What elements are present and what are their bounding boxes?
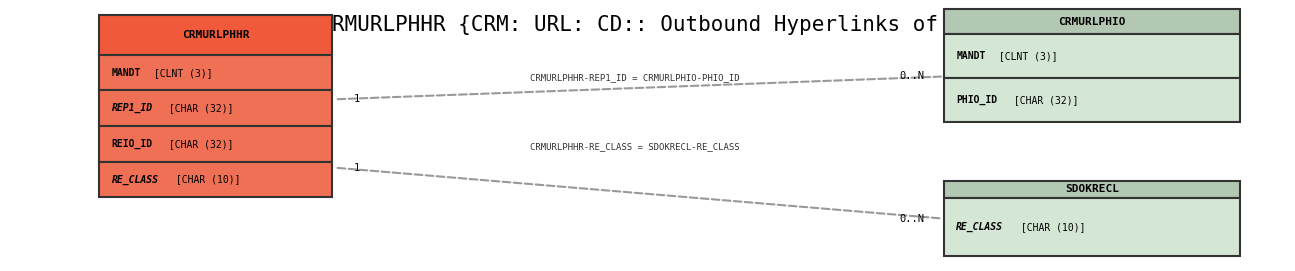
Text: [CHAR (10)]: [CHAR (10)] [170, 175, 241, 184]
Text: REIO_ID: REIO_ID [111, 139, 153, 149]
Text: [CHAR (32)]: [CHAR (32)] [163, 103, 233, 113]
Text: SDOKRECL: SDOKRECL [1064, 184, 1119, 194]
Text: RE_CLASS: RE_CLASS [111, 174, 159, 185]
Text: [CHAR (32)]: [CHAR (32)] [163, 139, 233, 149]
Text: 1: 1 [354, 94, 360, 104]
Text: SAP ABAP table CRMURLPHHR {CRM: URL: CD:: Outbound Hyperlinks of Physical Object: SAP ABAP table CRMURLPHHR {CRM: URL: CD:… [130, 15, 1166, 35]
Text: CRMURLPHHR-REP1_ID = CRMURLPHIO-PHIO_ID: CRMURLPHHR-REP1_ID = CRMURLPHIO-PHIO_ID [530, 73, 739, 82]
Text: [CHAR (32)]: [CHAR (32)] [1008, 95, 1077, 105]
Text: CRMURLPHHR-RE_CLASS = SDOKRECL-RE_CLASS: CRMURLPHHR-RE_CLASS = SDOKRECL-RE_CLASS [530, 143, 739, 151]
Text: RE_CLASS: RE_CLASS [956, 222, 1004, 232]
FancyBboxPatch shape [944, 78, 1241, 122]
FancyBboxPatch shape [100, 55, 333, 91]
Text: MANDT: MANDT [111, 68, 141, 78]
Text: 1: 1 [354, 163, 360, 173]
Text: [CLNT (3)]: [CLNT (3)] [993, 51, 1058, 61]
FancyBboxPatch shape [944, 9, 1241, 34]
FancyBboxPatch shape [100, 91, 333, 126]
Text: PHIO_ID: PHIO_ID [956, 95, 997, 105]
Text: 0..N: 0..N [900, 72, 925, 82]
FancyBboxPatch shape [944, 198, 1241, 256]
FancyBboxPatch shape [100, 126, 333, 162]
FancyBboxPatch shape [944, 34, 1241, 78]
Text: [CHAR (10)]: [CHAR (10)] [1015, 222, 1085, 232]
Text: CRMURLPHHR: CRMURLPHHR [183, 30, 250, 40]
FancyBboxPatch shape [944, 181, 1241, 198]
FancyBboxPatch shape [100, 15, 333, 55]
Text: 0..N: 0..N [900, 214, 925, 224]
Text: MANDT: MANDT [956, 51, 985, 61]
Text: [CLNT (3)]: [CLNT (3)] [149, 68, 212, 78]
Text: CRMURLPHIO: CRMURLPHIO [1058, 17, 1125, 27]
FancyBboxPatch shape [100, 162, 333, 197]
Text: REP1_ID: REP1_ID [111, 103, 153, 113]
